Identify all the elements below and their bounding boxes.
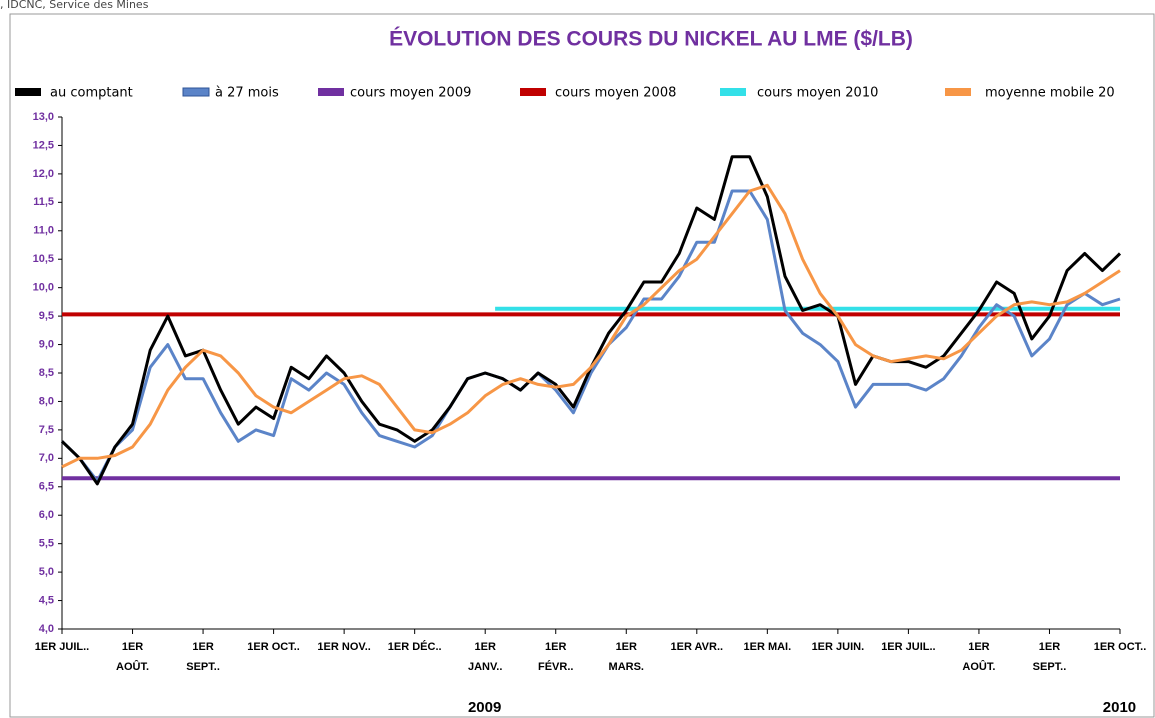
y-tick-label: 9,5 <box>39 310 54 322</box>
y-tick-label: 7,0 <box>39 452 54 464</box>
y-tick-label: 8,0 <box>39 395 54 407</box>
x-tick-label: 1ER OCT.. <box>247 641 300 653</box>
x-tick-label: 1ER JUIL.. <box>881 641 935 653</box>
x-tick-label: 1ER JUIN. <box>812 641 865 653</box>
y-tick-label: 12,5 <box>33 139 54 151</box>
legend-swatch <box>520 88 546 96</box>
y-tick-label: 13,0 <box>33 111 54 123</box>
legend-swatch <box>945 88 971 96</box>
legend-swatch <box>720 88 746 96</box>
legend-swatch <box>182 87 210 97</box>
y-tick-label: 10,0 <box>33 282 54 294</box>
x-tick-label: 1ER OCT.. <box>1094 641 1147 653</box>
y-tick-label: 5,0 <box>39 566 54 578</box>
source: , IDCNC, Service des Mines <box>0 0 149 11</box>
legend-label: cours moyen 2008 <box>555 86 676 101</box>
legend-swatch <box>318 88 344 96</box>
chart-title: ÉVOLUTION DES COURS DU NICKEL AU LME ($/… <box>389 28 913 51</box>
y-tick-label: 11,0 <box>33 225 54 237</box>
y-tick-label: 4,5 <box>39 594 54 606</box>
x-tick-label: 1ER JANV.. <box>468 641 502 673</box>
y-tick-label: 6,0 <box>39 509 54 521</box>
legend-label: à 27 mois <box>215 86 279 101</box>
series-line <box>60 189 1121 483</box>
legend-label: cours moyen 2009 <box>350 86 471 101</box>
legend-label: moyenne mobile 20 <box>985 86 1115 101</box>
y-tick-label: 7,5 <box>39 424 54 436</box>
y-tick-label: 12,0 <box>33 168 54 180</box>
y-tick-label: 11,5 <box>33 196 54 208</box>
x-tick-label: 1ER NOV.. <box>317 641 370 653</box>
x-tick-label: 1ER AVR.. <box>671 641 724 653</box>
x-tick-label: 1ER SEPT.. <box>1033 641 1067 673</box>
y-tick-label: 10,5 <box>33 253 54 265</box>
series-line <box>61 183 1121 469</box>
y-tick-label: 8,5 <box>39 367 54 379</box>
legend-label: au comptant <box>50 86 133 101</box>
y-tick-label: 6,5 <box>39 481 54 493</box>
series-line <box>60 155 1122 486</box>
legend-label: cours moyen 2010 <box>757 86 878 101</box>
legend-swatch <box>15 88 41 96</box>
x-tick-label: 1ER MAI. <box>743 641 791 653</box>
x-tick-label: 1ER MARS. <box>609 641 644 673</box>
x-tick-label: 1ER AOÛT. <box>116 641 149 673</box>
y-tick-label: 4,0 <box>39 623 54 635</box>
x-tick-label: 1ER JUIL.. <box>35 641 89 653</box>
x-tick-label: 1ER SEPT.. <box>186 641 220 673</box>
y-tick-label: 9,0 <box>39 338 54 350</box>
year-label: 2010 <box>1103 699 1136 716</box>
frame <box>9 13 1155 718</box>
x-tick-label: 1ER AOÛT. <box>962 641 995 673</box>
y-tick-label: 5,5 <box>39 538 54 550</box>
year-label: 2009 <box>468 699 501 716</box>
x-tick-label: 1ER FÉVR.. <box>538 641 573 673</box>
x-tick-label: 1ER DÉC.. <box>388 640 442 653</box>
